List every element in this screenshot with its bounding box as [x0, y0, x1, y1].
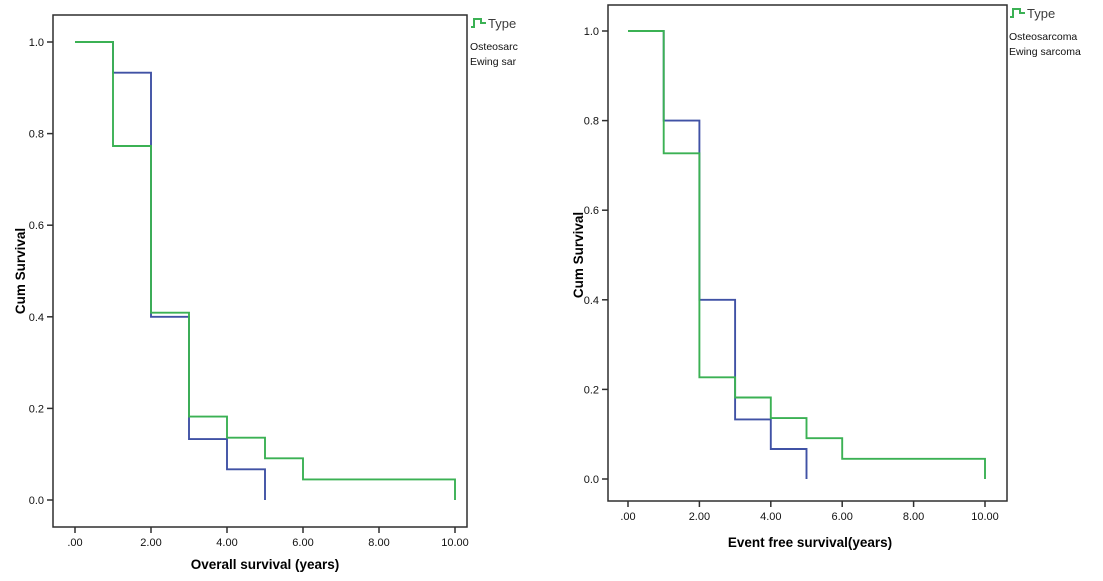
- x-tick-label: 8.00: [368, 537, 389, 549]
- y-tick-label: 0.8: [29, 129, 44, 141]
- x-tick-label: .00: [67, 537, 82, 549]
- x-axis-label-efs: Event free survival(years): [727, 535, 893, 550]
- step-line-icon: [1010, 8, 1025, 18]
- legend-label: Osteosarcoma: [1009, 30, 1078, 43]
- legend-label: Ewing sarcoma: [1009, 45, 1081, 58]
- x-axis-ticks: .00 2.00 4.00 6.00 8.00 10.00: [67, 527, 469, 549]
- legend-overall: Type Osteosarc Ewing sar: [470, 16, 518, 69]
- step-line-icon: [471, 18, 486, 28]
- plot-frame: [607, 4, 1008, 502]
- series-ewing-sarcoma: [75, 41, 456, 500]
- x-tick-label: .00: [620, 511, 635, 523]
- y-axis-label-efs: Cum Survival: [571, 211, 586, 299]
- legend-efs: Type Osteosarcoma Ewing sarcoma: [1009, 6, 1081, 59]
- x-tick-label: 6.00: [831, 511, 852, 523]
- legend-title: Type: [1027, 6, 1056, 21]
- x-tick-label: 4.00: [760, 511, 781, 523]
- y-axis-ticks: 0.0 0.2 0.4 0.6 0.8 1.0: [29, 37, 53, 507]
- plot-frame: [52, 14, 468, 528]
- y-tick-label: 0.4: [29, 312, 44, 324]
- x-tick-label: 4.00: [216, 537, 237, 549]
- series-osteosarcoma: [628, 30, 808, 479]
- legend-item-osteosarcoma: Osteosarcoma: [1009, 8, 1081, 44]
- y-tick-label: 1.0: [584, 26, 599, 38]
- y-tick-label: 0.6: [584, 205, 599, 217]
- x-tick-label: 8.00: [903, 511, 924, 523]
- y-tick-label: 0.8: [584, 116, 599, 128]
- x-tick-label: 6.00: [292, 537, 313, 549]
- legend-title: Type: [488, 16, 517, 31]
- y-tick-label: 0.6: [29, 220, 44, 232]
- x-tick-label: 2.00: [140, 537, 161, 549]
- legend-item-ewing: Ewing sarcoma: [1009, 8, 1081, 59]
- x-tick-label: 2.00: [689, 511, 710, 523]
- x-axis-ticks: .00 2.00 4.00 6.00 8.00 10.00: [620, 501, 999, 523]
- y-tick-label: 0.0: [29, 495, 44, 507]
- y-tick-label: 0.0: [584, 474, 599, 486]
- y-tick-label: 1.0: [29, 37, 44, 49]
- y-tick-label: 0.2: [29, 403, 44, 415]
- y-axis-label-overall: Cum Survival: [13, 227, 28, 315]
- legend-label: Osteosarc: [470, 40, 518, 53]
- y-axis-ticks: 0.0 0.2 0.4 0.6 0.8 1.0: [584, 26, 608, 486]
- legend-item-osteosarcoma: Osteosarc: [470, 18, 518, 54]
- x-tick-label: 10.00: [971, 511, 999, 523]
- x-axis-label-overall: Overall survival (years): [190, 557, 340, 572]
- y-tick-label: 0.4: [584, 295, 599, 307]
- y-tick-label: 0.2: [584, 384, 599, 396]
- series-ewing-sarcoma: [628, 30, 986, 479]
- legend-item-ewing: Ewing sar: [470, 18, 518, 69]
- x-tick-label: 10.00: [441, 537, 469, 549]
- legend-label: Ewing sar: [470, 55, 517, 68]
